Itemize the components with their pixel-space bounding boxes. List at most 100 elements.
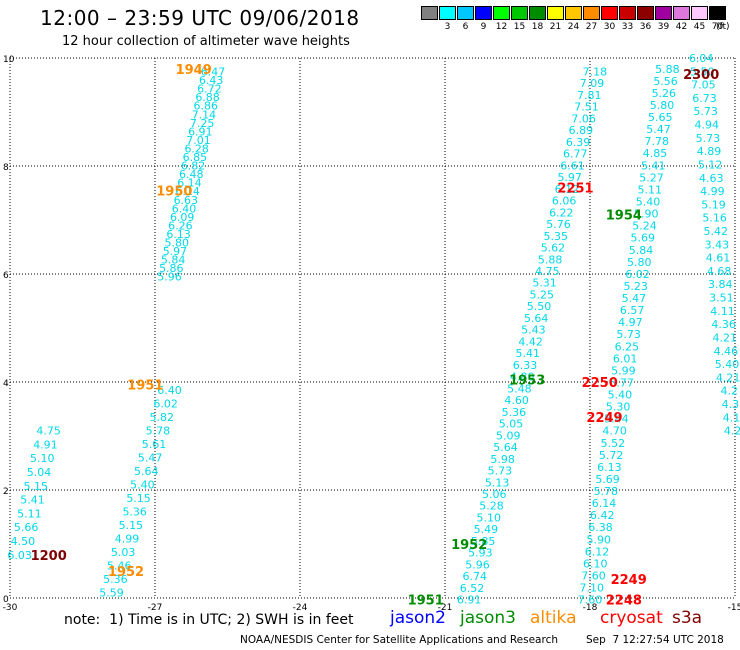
mission-s3a: s3a: [672, 608, 703, 628]
swh-value-label: 5.65: [648, 111, 673, 124]
y-tick-label: 2: [3, 487, 9, 497]
legend-swatch: [511, 6, 528, 20]
swh-value-label: 5.78: [594, 485, 619, 498]
swh-value-label: 5.41: [641, 159, 666, 172]
swh-value-label: 6.38: [588, 521, 613, 534]
swh-value-label: 5.88: [538, 253, 563, 266]
time-label: 2300: [683, 68, 719, 83]
swh-value-label: 4.11: [710, 305, 735, 318]
swh-value-label: 4.36: [711, 318, 736, 331]
swh-value-label: 4.42: [518, 335, 543, 348]
y-tick-label: 10: [3, 55, 15, 65]
swh-value-label: 5.11: [17, 507, 42, 520]
swh-value-label: 5.36: [502, 406, 527, 419]
time-label: 1950: [156, 184, 192, 199]
swh-value-label: 5.15: [119, 519, 144, 532]
swh-value-label: 4.80: [510, 371, 535, 384]
swh-value-label: 5.23: [623, 280, 648, 293]
legend-swatch: [601, 6, 618, 20]
swh-value-label: 6.72: [197, 83, 222, 96]
swh-value-label: 7.60: [578, 594, 603, 607]
swh-value-label: 5.43: [521, 324, 546, 337]
legend-swatch: [619, 6, 636, 20]
swh-value-label: 5.36: [103, 573, 128, 586]
swh-value-label: 6.88: [195, 91, 220, 104]
swh-value-label: 4.3: [722, 398, 740, 411]
swh-value-label: 6.03: [7, 549, 32, 562]
swh-value-label: 4.91: [33, 438, 58, 451]
chart-title: 12:00 – 23:59 UTC 09/06/2018: [40, 6, 360, 30]
footer-timestamp: Sep 7 12:27:54 UTC 2018: [586, 634, 724, 646]
swh-value-label: 6.63: [174, 194, 199, 207]
swh-value-label: 6.02: [625, 268, 650, 281]
legend-label: 6: [462, 22, 469, 32]
time-label: 1200: [31, 549, 67, 564]
swh-value-label: 5.97: [557, 171, 582, 184]
swh-value-label: 5.35: [543, 230, 568, 243]
legend-label: 9: [480, 22, 487, 32]
swh-value-label: 5.30: [606, 401, 631, 414]
swh-value-label: 5.10: [476, 511, 501, 524]
swh-value-label: 5.90: [634, 208, 659, 221]
swh-value-label: 5.84: [629, 244, 654, 257]
chart-subtitle: 12 hour collection of altimeter wave hei…: [62, 34, 350, 49]
x-tick-label: -18: [583, 603, 598, 613]
legend-swatch: [691, 6, 708, 20]
swh-value-label: 5.15: [24, 480, 49, 493]
swh-value-label: 5.98: [490, 453, 515, 466]
swh-value-label: 5.03: [111, 546, 136, 559]
swh-value-label: 7.14: [192, 108, 217, 121]
swh-value-label: 5.27: [639, 171, 664, 184]
swh-value-label: 5.76: [546, 218, 571, 231]
x-tick-label: -21: [438, 603, 453, 613]
swh-value-label: 5.78: [146, 425, 171, 438]
swh-value-label: 5.96: [465, 558, 490, 571]
swh-value-label: 5.10: [30, 452, 55, 465]
swh-value-label: 4.21: [712, 331, 737, 344]
swh-value-label: 4.46: [714, 345, 739, 358]
swh-value-label: 4.68: [707, 265, 732, 278]
legend-label: 12: [495, 22, 508, 32]
legend-swatch: [529, 6, 546, 20]
swh-value-label: 7.09: [580, 77, 605, 90]
swh-value-label: 7.60: [581, 569, 606, 582]
legend-label: 36: [639, 22, 652, 32]
swh-value-label: 6.28: [184, 142, 209, 155]
swh-value-label: 5.62: [541, 242, 566, 255]
footer-credit: NOAA/NESDIS Center for Satellite Applica…: [240, 634, 558, 646]
swh-value-label: 6.82: [181, 160, 206, 173]
swh-value-label: 7.18: [583, 66, 608, 79]
swh-value-label: 6.40: [172, 202, 197, 215]
swh-value-label: 5.40: [715, 358, 740, 371]
swh-value-label: 5.61: [142, 438, 167, 451]
swh-value-label: 4.99: [115, 533, 140, 546]
legend-label: 18: [531, 22, 544, 32]
swh-value-label: 5.73: [696, 132, 721, 145]
swh-value-label: 5.12: [698, 158, 723, 171]
swh-value-label: 6.33: [513, 359, 538, 372]
swh-value-label: 7.81: [577, 89, 602, 102]
swh-value-label: 5.19: [701, 198, 726, 211]
legend-label: 27: [585, 22, 598, 32]
swh-value-label: 6.12: [585, 545, 610, 558]
swh-value-label: 5.50: [690, 65, 715, 78]
swh-value-label: 3.51: [709, 292, 734, 305]
swh-value-label: 5.11: [638, 183, 663, 196]
swh-value-label: 4.21: [716, 371, 740, 384]
mission-altika: altika: [530, 608, 577, 628]
swh-value-label: 6.73: [692, 92, 717, 105]
mission-cryosat: cryosat: [600, 608, 663, 628]
swh-value-label: 4.60: [504, 394, 529, 407]
swh-value-label: 5.73: [693, 105, 718, 118]
swh-value-label: 5.26: [652, 87, 677, 100]
legend-swatch: [439, 6, 456, 20]
swh-value-label: 6.77: [563, 148, 588, 161]
swh-value-label: 4.70: [602, 425, 627, 438]
swh-value-label: 5.04: [27, 466, 52, 479]
x-tick-label: -27: [148, 603, 163, 613]
swh-value-label: 5.86: [159, 262, 184, 275]
swh-value-label: 5.82: [150, 411, 175, 424]
y-tick-label: 4: [3, 379, 9, 389]
swh-value-label: 5.36: [122, 506, 147, 519]
